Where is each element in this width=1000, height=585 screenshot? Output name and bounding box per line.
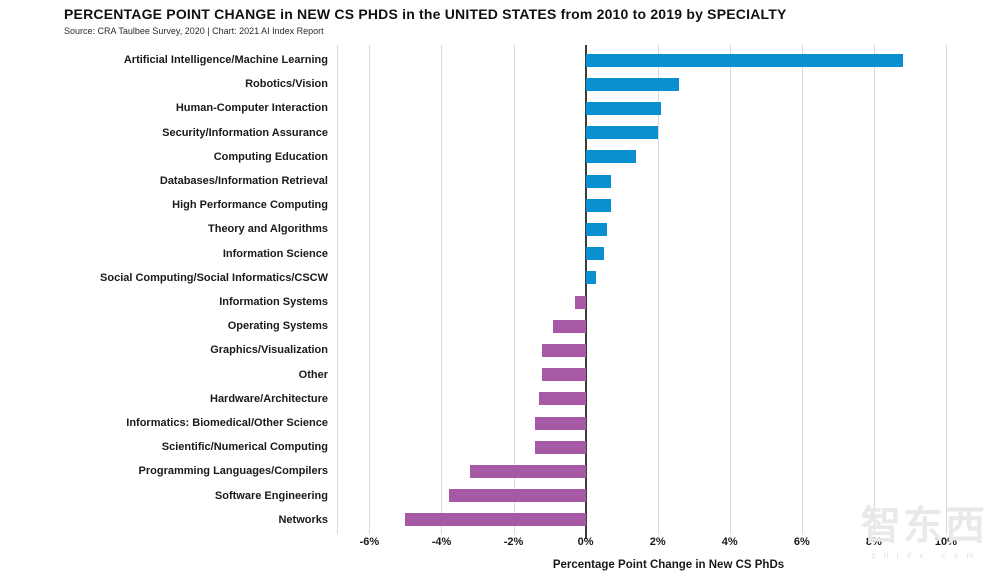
bar [535,416,586,430]
zero-axis-line [584,45,587,539]
gridline [945,45,947,534]
plot-area [337,45,1000,539]
category-label: Hardware/Architecture [210,392,328,405]
gridline [513,45,515,534]
category-label: Informatics: Biomedical/Other Science [126,417,328,429]
category-label: Graphics/Visualization [210,344,328,357]
x-tick-label: 4% [721,536,738,548]
category-label: Information Science [222,247,328,260]
category-label: Security/Information Assurance [162,126,328,139]
x-tick-label: 0% [577,536,594,548]
gridline [441,45,443,534]
gridline [873,45,875,534]
bar [585,102,662,115]
category-label: Human-Computer Interaction [175,102,328,115]
category-label: Networks [278,513,328,526]
category-label: Computing Education [213,150,328,163]
gridline [801,45,803,534]
bar [585,126,658,140]
x-tick-label: -6% [359,536,380,548]
bar [585,174,611,188]
category-label: Information Systems [219,296,328,308]
x-tick-label: 2% [649,536,666,548]
x-axis-title: Percentage Point Change in New CS PhDs [552,559,785,571]
category-label: Social Computing/Social Informatics/CSCW [100,271,328,284]
x-tick-label: -4% [431,536,452,548]
plot-left-spine [337,45,338,534]
bar [585,150,637,164]
bar [574,295,586,309]
bar [585,247,604,261]
bar [553,319,586,333]
category-label: Artificial Intelligence/Machine Learning [123,54,328,66]
x-tick-label: 10% [934,536,957,548]
chart-title: PERCENTAGE POINT CHANGE in NEW CS PHDS i… [64,6,787,22]
bar [585,223,608,236]
x-tick-label: -2% [503,536,524,548]
gridline [369,45,371,534]
x-axis-ticks: -6% -4% -2% 0% 2% 4% 6% 8% 10% [0,536,1000,550]
bar [405,513,586,527]
category-label: Other [298,368,328,381]
bar [448,489,586,503]
category-label: Software Engineering [214,489,328,502]
bar [585,53,903,67]
gridline [729,45,731,534]
bar [535,440,586,454]
category-label: Scientific/Numerical Computing [161,441,328,454]
category-label: High Performance Computing [172,199,328,212]
bar [538,392,586,406]
category-label: Robotics/Vision [245,78,328,91]
bar [470,465,586,478]
bar [585,271,597,285]
chart-subtitle: Source: CRA Taulbee Survey, 2020 | Chart… [64,26,324,36]
x-tick-label: 8% [865,536,882,548]
bar [542,368,586,382]
category-label: Databases/Information Retrieval [159,175,328,187]
x-tick-label: 6% [793,536,810,548]
bar [585,77,680,91]
category-label: Operating Systems [227,320,328,333]
bar [542,344,586,357]
category-label: Theory and Algorithms [208,223,328,236]
category-label: Programming Languages/Compilers [138,465,328,478]
bar [585,198,611,212]
gridline [657,45,659,534]
